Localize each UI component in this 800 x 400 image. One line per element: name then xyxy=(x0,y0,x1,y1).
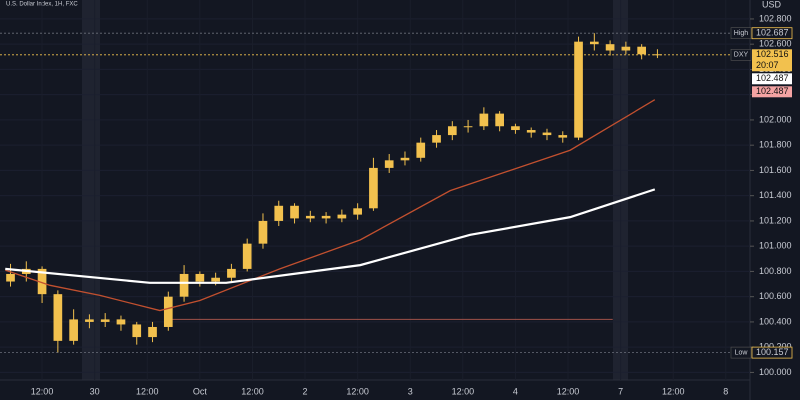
y-tick-label: 101.800 xyxy=(759,140,792,150)
y-tick-label: 102.000 xyxy=(759,114,792,124)
x-tick-label: 12:00 xyxy=(136,386,159,396)
candle-body xyxy=(447,126,457,136)
candle-body xyxy=(242,243,252,269)
candle-body xyxy=(305,215,315,219)
marker-tag-box xyxy=(730,27,752,40)
x-tick-label: 12:00 xyxy=(346,386,369,396)
y-tick-label: 101.000 xyxy=(759,241,792,251)
candle-body xyxy=(384,160,394,168)
x-tick-label: 8 xyxy=(723,386,728,396)
candle-body xyxy=(69,319,78,341)
y-tick-label: 100.800 xyxy=(759,266,792,276)
x-tick-label: 12:00 xyxy=(452,386,475,396)
y-tick-label: 100.600 xyxy=(759,291,792,301)
x-tick-label: 12:00 xyxy=(662,386,685,396)
y-tick-label: 101.200 xyxy=(759,215,792,225)
candle-body xyxy=(148,326,157,338)
y-tick-label: 100.400 xyxy=(759,316,792,326)
candle-body xyxy=(605,44,615,51)
candle-body xyxy=(526,130,536,133)
price-label-box xyxy=(752,49,792,72)
candle-body xyxy=(589,41,599,45)
price-label: 102.487 xyxy=(756,86,789,96)
price-label-box xyxy=(751,346,793,359)
axis-unit: USD xyxy=(762,0,782,9)
marker-tag-box xyxy=(730,48,752,61)
candle-body xyxy=(116,319,126,325)
x-tick-label: 4 xyxy=(513,386,518,396)
marker-tag: Low xyxy=(735,349,749,356)
price-label-box xyxy=(752,73,792,85)
candle-body xyxy=(274,205,284,221)
candle-body xyxy=(179,273,189,297)
candle-body xyxy=(53,294,63,341)
countdown: 20:07 xyxy=(756,60,779,70)
candle-body xyxy=(321,215,331,219)
x-tick-label: 2 xyxy=(303,386,308,396)
x-tick-label: Oct xyxy=(193,386,208,396)
price-label-box xyxy=(752,86,792,98)
price-label: 102.687 xyxy=(756,28,789,38)
y-tick-label: 100.000 xyxy=(759,367,792,377)
marker-tag: DXY xyxy=(734,52,749,59)
candle-body xyxy=(511,126,520,131)
candle-body xyxy=(400,157,410,161)
y-tick-label: 100.200 xyxy=(759,342,792,352)
x-tick-label: 7 xyxy=(618,386,623,396)
x-tick-label: 30 xyxy=(90,386,100,396)
candle-body xyxy=(132,324,142,338)
candle-body xyxy=(353,208,362,215)
candle-body xyxy=(163,296,173,327)
price-label-box xyxy=(751,27,793,40)
price-label: 100.157 xyxy=(756,347,789,357)
candle-body xyxy=(6,273,15,282)
candle-body xyxy=(416,142,426,158)
candle-body xyxy=(100,319,110,322)
candle-body xyxy=(542,132,552,136)
x-tick-label: 12:00 xyxy=(241,386,264,396)
candle-body xyxy=(195,273,205,282)
candle-body xyxy=(258,220,268,244)
marker-tag: High xyxy=(734,30,749,37)
marker-tag-box xyxy=(730,346,752,359)
candle-body xyxy=(369,167,378,209)
session-band xyxy=(82,0,100,380)
price-label: 102.487 xyxy=(756,73,789,83)
candle-body xyxy=(290,205,299,219)
y-tick-label: 102.800 xyxy=(759,13,792,23)
candle-body xyxy=(495,113,504,127)
candle-body xyxy=(463,126,473,128)
y-tick-label: 102.600 xyxy=(759,39,792,49)
x-tick-label: 3 xyxy=(408,386,413,396)
candle-body xyxy=(637,46,646,55)
y-tick-label: 101.600 xyxy=(759,165,792,175)
candle-body xyxy=(211,277,220,282)
candle-body xyxy=(574,41,583,138)
candle-body xyxy=(621,46,631,51)
candle-body xyxy=(558,135,568,138)
candle-body xyxy=(479,113,489,127)
moving-average xyxy=(5,188,656,284)
candle-body xyxy=(227,268,236,278)
price-label: 102.516 xyxy=(756,49,789,59)
moving-average xyxy=(5,99,656,312)
x-tick-label: 12:00 xyxy=(557,386,580,396)
candle-body xyxy=(432,135,441,143)
y-tick-label: 101.400 xyxy=(759,190,792,200)
x-tick-label: 12:00 xyxy=(31,386,54,396)
candle-body xyxy=(337,214,347,219)
candle-body xyxy=(85,319,94,322)
candle-body xyxy=(37,268,47,295)
